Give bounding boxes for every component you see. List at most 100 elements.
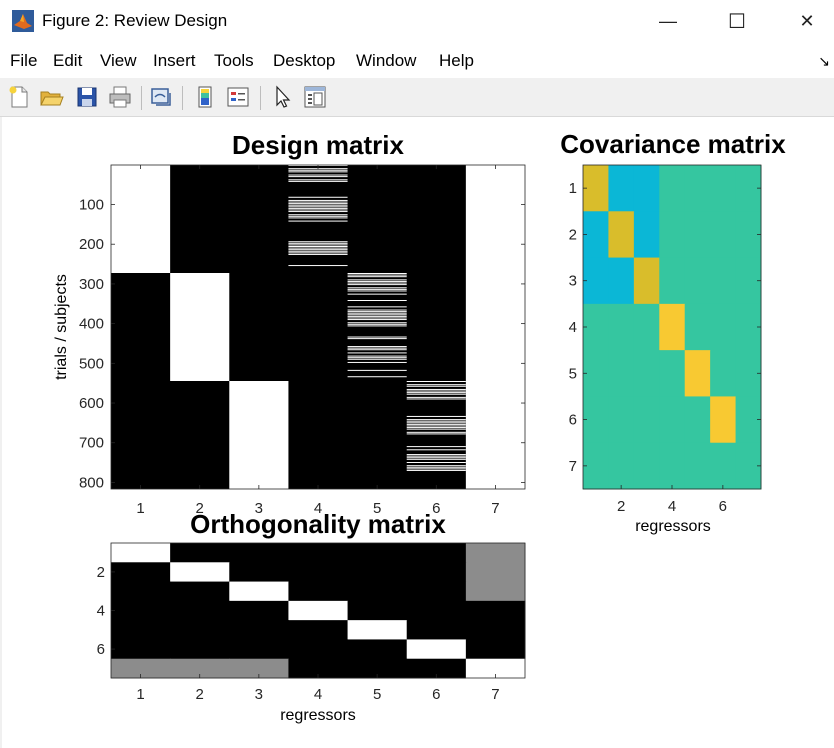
orthogonality-cell [347, 581, 408, 602]
menu-help[interactable]: Help [439, 51, 474, 70]
design-matrix-event-line [288, 247, 348, 249]
save-icon[interactable] [74, 84, 100, 110]
covariance-cell [633, 211, 660, 259]
menu-tools[interactable]: Tools [214, 51, 254, 70]
orthogonality-matrix-xlabel: regressors [280, 707, 356, 724]
minimize-button[interactable]: — [659, 10, 677, 31]
covariance-cell [684, 396, 711, 444]
covariance-cell [659, 350, 686, 397]
covariance-cell [583, 396, 609, 444]
design-matrix-event-line [406, 422, 466, 424]
design-matrix-ytick-label: 800 [79, 474, 104, 491]
link-plot-icon[interactable] [148, 84, 174, 110]
design-matrix-event-line [347, 347, 407, 349]
design-matrix-event-line [406, 449, 466, 451]
design-matrix-event-line [347, 280, 407, 282]
design-matrix-event-line [347, 369, 407, 371]
menu-window[interactable]: Window [356, 51, 417, 70]
design-matrix-event-line [347, 279, 407, 281]
design-matrix-event-line [406, 458, 466, 460]
covariance-xtick-label: 4 [668, 498, 676, 515]
design-matrix-event-line [347, 284, 407, 286]
design-matrix-axes[interactable]: 1 2 3 4 5 6 7 100 200 300 400 500 600 700 800 Design m… [53, 130, 526, 517]
new-figure-icon[interactable] [6, 84, 32, 110]
menu-file[interactable]: File [10, 51, 38, 70]
menu-desktop[interactable]: Desktop [273, 51, 336, 70]
covariance-cell [659, 303, 686, 351]
orthogonality-matrix-axes[interactable]: 1 2 3 4 5 6 7 2 4 6 Orthogonality matrix regresso… [97, 509, 526, 724]
covariance-ytick-label: 2 [569, 226, 577, 243]
design-matrix-xtick-label: 7 [491, 500, 499, 517]
design-matrix-xtick-label: 4 [314, 500, 322, 517]
covariance-cell [583, 350, 609, 397]
design-matrix-event-line [347, 309, 407, 311]
design-matrix-event-line [288, 220, 348, 222]
orthogonality-xtick-label: 6 [432, 686, 440, 703]
orthogonality-xtick-label: 5 [373, 686, 381, 703]
design-matrix-ytick-label: 100 [79, 197, 104, 214]
design-matrix-event-line [347, 276, 407, 278]
design-matrix-event-line [406, 388, 466, 390]
orthogonality-cell [170, 658, 230, 679]
menu-edit[interactable]: Edit [53, 51, 83, 70]
covariance-cell [659, 396, 686, 444]
design-matrix-title: Design matrix [232, 130, 404, 160]
orthogonality-cell [406, 658, 467, 679]
covariance-cell [710, 350, 737, 397]
covariance-xtick-label: 6 [719, 498, 727, 515]
orthogonality-cell [111, 543, 171, 563]
orthogonality-cell [111, 639, 171, 660]
design-matrix-event-line [406, 468, 466, 470]
covariance-cell [583, 165, 609, 212]
design-matrix-event-line [406, 427, 466, 429]
print-icon[interactable] [107, 84, 133, 110]
design-matrix-event-line [288, 241, 348, 243]
design-matrix-event-line [406, 393, 466, 395]
maximize-button[interactable]: ☐ [728, 10, 746, 33]
design-matrix-event-line [406, 415, 466, 417]
close-button[interactable]: ✕ [799, 10, 815, 31]
covariance-cell [684, 211, 711, 259]
design-matrix-event-line [288, 204, 348, 206]
orthogonality-cell [170, 600, 230, 621]
covariance-cell [583, 257, 609, 305]
insert-legend-icon[interactable] [225, 84, 251, 110]
orthogonality-matrix-frame [110, 542, 526, 679]
design-matrix-event-line [406, 384, 466, 386]
toolbar-separator [141, 86, 142, 110]
toolbar-separator [260, 86, 261, 110]
menu-insert[interactable]: Insert [153, 51, 196, 70]
design-matrix-event-line [288, 242, 348, 244]
insert-colorbar-icon[interactable] [192, 84, 218, 110]
orthogonality-cell [406, 600, 467, 621]
covariance-matrix-axes[interactable]: 2 4 6 1 2 3 4 5 6 7 Covariance matrix regressors [560, 129, 786, 535]
orthogonality-cell [229, 639, 289, 660]
window-title: Figure 2: Review Design [42, 11, 228, 30]
covariance-matrix-frame [582, 164, 762, 490]
orthogonality-cell [465, 600, 526, 621]
covariance-cell [710, 257, 737, 305]
design-matrix-event-line [347, 361, 407, 363]
design-matrix-event-line [406, 462, 466, 463]
design-matrix-event-line [288, 180, 348, 182]
covariance-cell [583, 303, 609, 351]
orthogonality-cell [347, 562, 408, 583]
orthogonality-cell [465, 543, 526, 563]
orthogonality-cell [229, 562, 289, 583]
menu-view[interactable]: View [100, 51, 137, 70]
orthogonality-cell [111, 600, 171, 621]
design-matrix-event-line [288, 206, 348, 208]
orthogonality-cell [229, 658, 289, 679]
orthogonality-cell [170, 620, 230, 640]
orthogonality-cell [288, 658, 349, 679]
orthogonality-cell [170, 639, 230, 660]
open-file-icon[interactable] [38, 84, 64, 110]
orthogonality-cell [111, 620, 171, 640]
property-inspector-icon[interactable] [302, 84, 328, 110]
orthogonality-cell [465, 620, 526, 640]
covariance-cell [659, 257, 686, 305]
menu-overflow-arrow-icon[interactable]: ↘ [818, 53, 830, 69]
design-matrix-event-line [347, 273, 407, 274]
edit-plot-arrow-icon[interactable] [270, 84, 296, 110]
orthogonality-cell [465, 562, 526, 583]
